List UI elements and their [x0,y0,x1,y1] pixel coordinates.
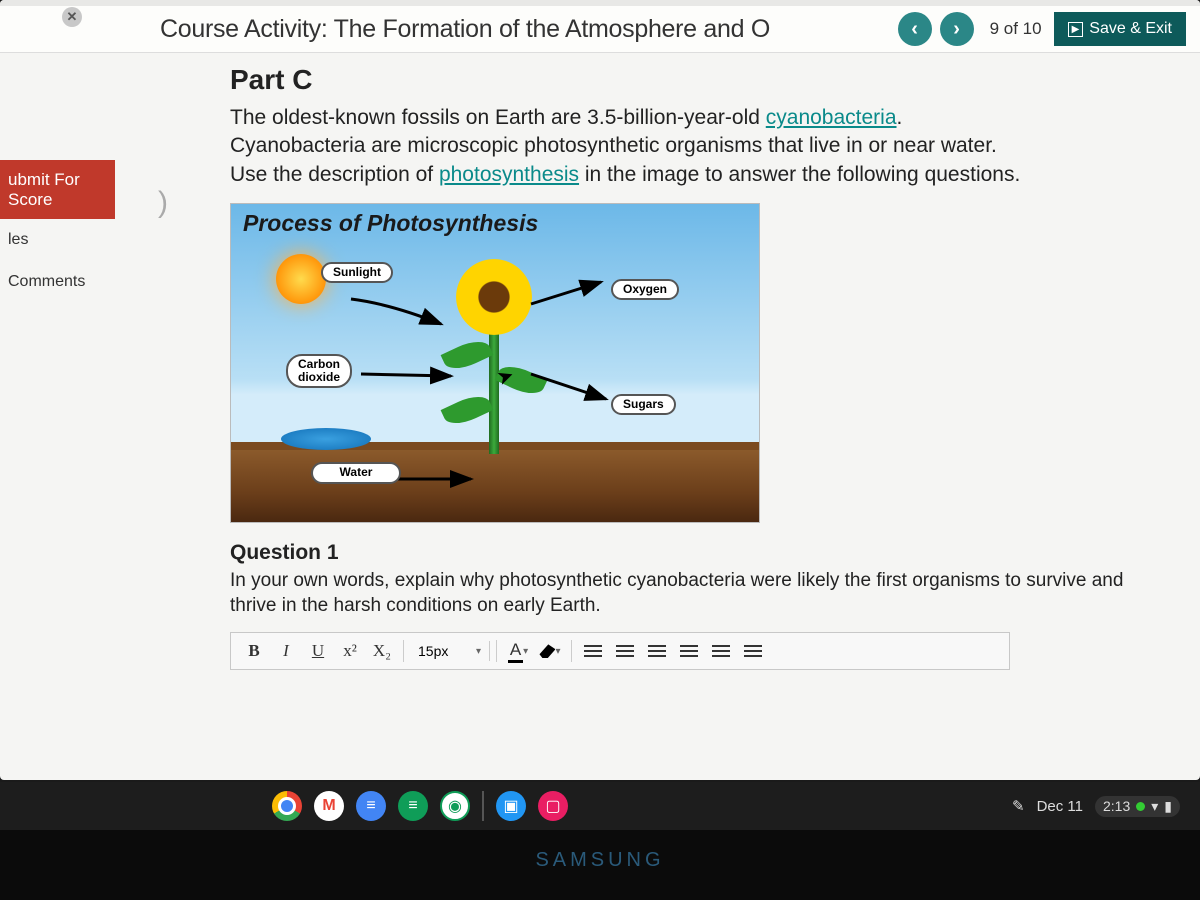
diagram-label-sunlight: Sunlight [321,262,393,283]
taskbar-divider [482,791,484,821]
taskbar-time-badge[interactable]: 2:13 ▾ ▮ [1095,796,1180,817]
question-block: Question 1 In your own words, explain wh… [230,541,1140,618]
diagram-leaf [441,390,494,430]
chevron-down-icon: ▾ [523,646,528,657]
subscript-button[interactable]: X₂ [367,637,397,665]
save-exit-button[interactable]: Save & Exit [1054,12,1186,46]
diagram-label-sugars: Sugars [611,394,676,415]
taskbar-status[interactable]: ✎ Dec 11 2:13 ▾ ▮ [1012,796,1180,817]
diagram-sun [276,254,326,304]
link-cyanobacteria[interactable]: cyanobacteria [766,106,897,129]
course-header: Course Activity: The Formation of the At… [0,6,1200,53]
diagram-leaf [441,335,494,375]
files-icon[interactable]: ▣ [496,791,526,821]
part-title: Part C [230,64,1140,96]
diagram-water-splash [281,428,371,450]
align-center-button[interactable] [738,637,768,665]
sidebar-item-files[interactable]: les [0,219,115,261]
submit-line1: ubmit For [8,170,80,189]
highlight-button[interactable]: ▾ [535,637,565,665]
next-page-button[interactable]: › [940,12,974,46]
camera-icon[interactable]: ◉ [440,791,470,821]
outdent-button[interactable] [642,637,672,665]
diagram-label-carbon-dioxide: Carbon dioxide [286,354,352,388]
diagram-label-oxygen: Oxygen [611,279,679,300]
align-left-button[interactable] [706,637,736,665]
pen-icon: ✎ [1012,797,1025,815]
docs-icon[interactable]: ≡ [356,791,386,821]
highlight-icon [539,644,555,658]
sidebar: ubmit For Score les Comments [0,160,115,303]
align-center-icon [744,644,762,658]
indent-icon [680,644,698,658]
taskbar-time: 2:13 [1103,798,1130,814]
bold-button[interactable]: B [239,637,269,665]
photosynthesis-diagram: Process of Photosynthesis [230,203,760,523]
intro-text-3b: in the image to answer the following que… [579,163,1020,186]
underline-button[interactable]: U [303,637,333,665]
question-heading: Question 1 [230,541,1140,565]
battery-icon: ▮ [1164,798,1172,815]
intro-text-1a: The oldest-known fossils on Earth are 3.… [230,106,766,129]
question-prompt: In your own words, explain why photosynt… [230,569,1140,618]
device-bezel-brand: SAMSUNG [0,830,1200,900]
link-photosynthesis[interactable]: photosynthesis [439,163,579,186]
submit-for-score-button[interactable]: ubmit For Score [0,160,115,219]
font-color-button[interactable]: A ▾ [503,637,533,665]
diagram-label-water: Water [311,462,401,484]
chevron-down-icon: ▾ [476,646,481,657]
diagram-leaf [495,360,548,400]
bullet-list-icon [584,644,602,658]
course-title: Course Activity: The Formation of the At… [160,15,894,44]
diagram-title: Process of Photosynthesis [243,210,538,237]
wifi-icon: ▾ [1151,798,1158,815]
store-icon[interactable]: ▢ [538,791,568,821]
save-exit-label: Save & Exit [1089,20,1172,38]
font-color-a-icon: A [508,640,523,663]
browser-window: ✕ Course Activity: The Formation of the … [0,0,1200,780]
diagram-soil [231,442,759,522]
intro-text-3a: Use the description of [230,163,439,186]
intro-paragraph: The oldest-known fossils on Earth are 3.… [230,104,1140,189]
taskbar-date: Dec 11 [1037,798,1083,815]
status-dot-icon [1136,802,1145,811]
font-size-value: 15px [418,643,448,659]
font-size-select[interactable]: 15px ▾ [410,641,490,661]
intro-text-2: Cyanobacteria are microscopic photosynth… [230,134,997,157]
taskbar: M ≡ ≡ ◉ ▣ ▢ ✎ Dec 11 2:13 ▾ ▮ [0,782,1200,830]
rich-text-toolbar: B I U x² X₂ 15px ▾ A ▾ ▾ [230,632,1010,670]
sheets-icon[interactable]: ≡ [398,791,428,821]
indent-button[interactable] [674,637,704,665]
submit-line2: Score [8,190,52,209]
prev-page-button[interactable]: ‹ [898,12,932,46]
outdent-icon [648,644,666,658]
diagram-flower [456,259,532,335]
intro-text-1b: . [897,106,903,129]
chrome-icon[interactable] [272,791,302,821]
gmail-icon[interactable]: M [314,791,344,821]
chevron-down-icon: ▾ [555,646,560,657]
toolbar-separator [496,640,497,662]
taskbar-apps: M ≡ ≡ ◉ ▣ ▢ [272,791,568,821]
tab-close-icon[interactable]: ✕ [62,7,82,27]
sidebar-item-comments[interactable]: Comments [0,261,115,303]
page-counter: 9 of 10 [990,19,1042,39]
align-left-icon [712,644,730,658]
toolbar-separator [571,640,572,662]
number-list-icon [616,644,634,658]
number-list-button[interactable] [610,637,640,665]
superscript-button[interactable]: x² [335,637,365,665]
italic-button[interactable]: I [271,637,301,665]
main-content: Part C The oldest-known fossils on Earth… [150,50,1180,770]
toolbar-separator [403,640,404,662]
bullet-list-button[interactable] [578,637,608,665]
